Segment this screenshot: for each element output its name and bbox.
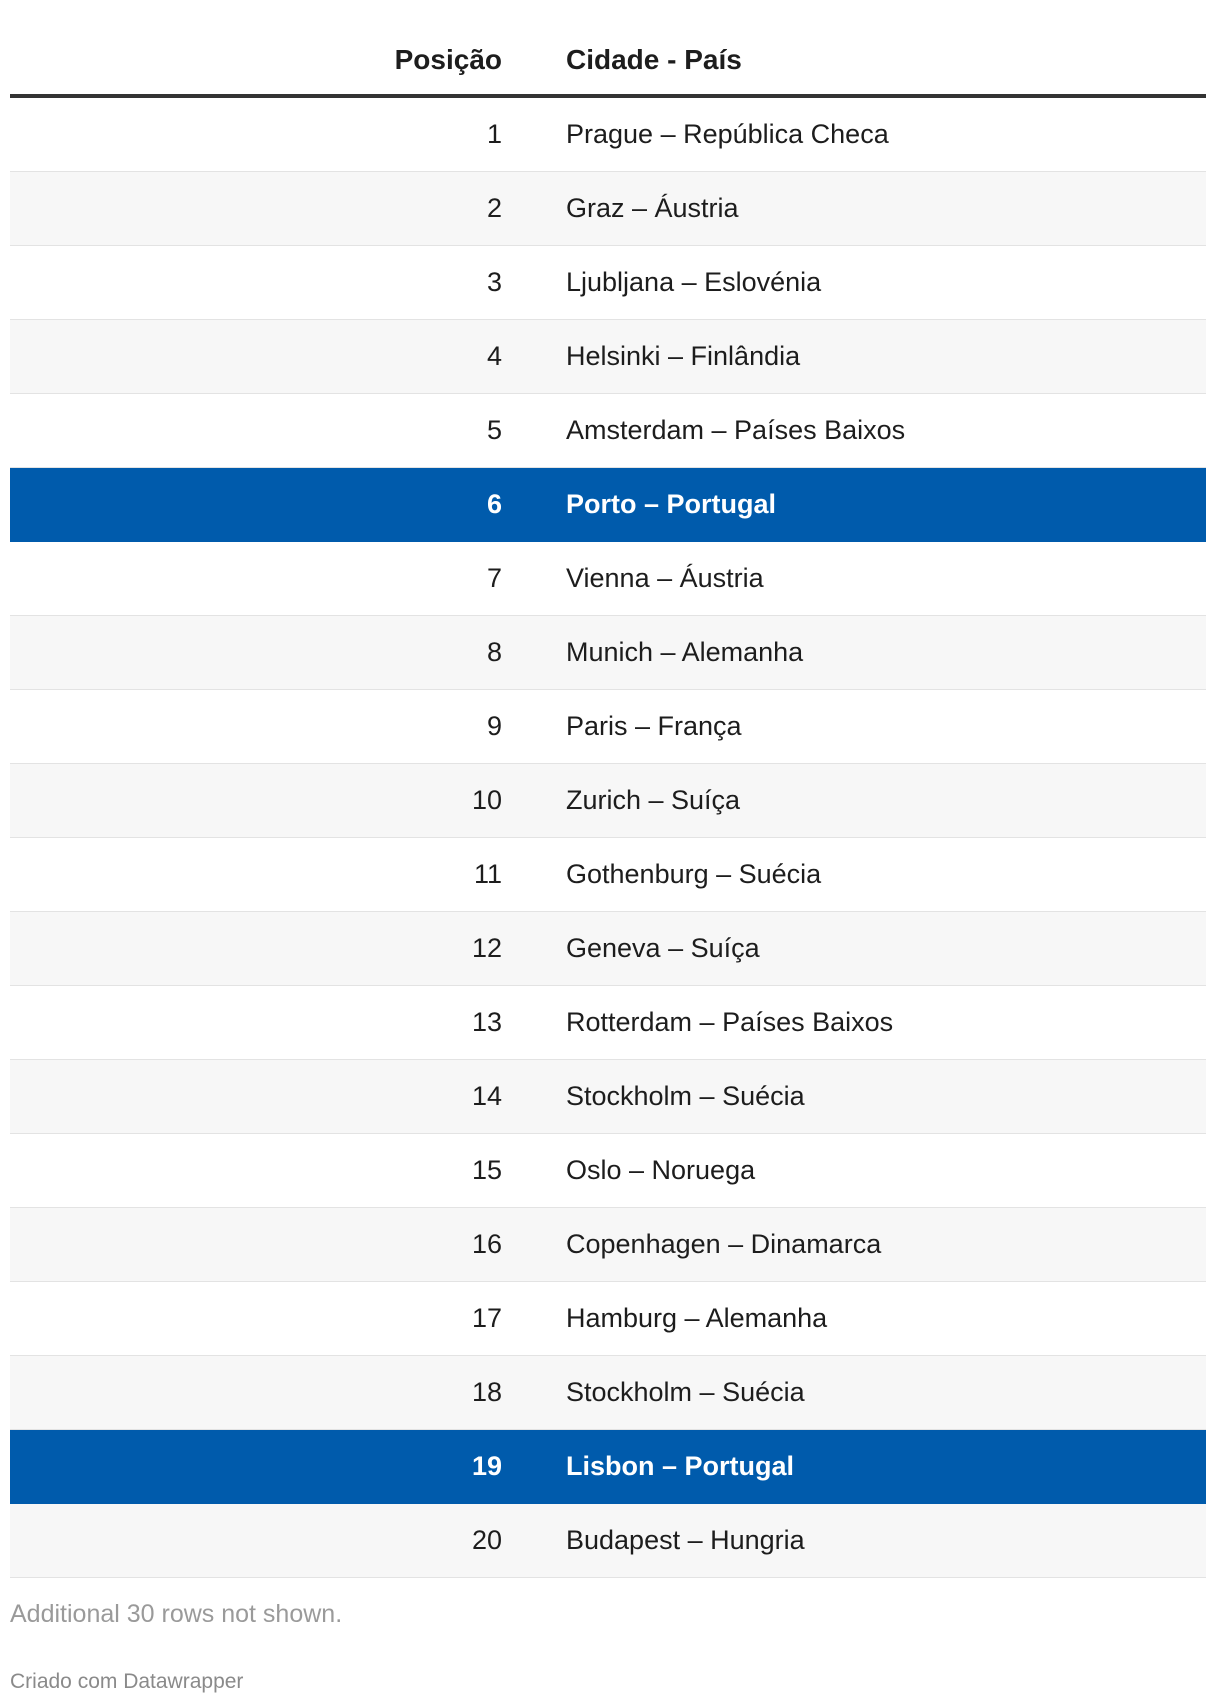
- city-country-cell: Ljubljana – Eslovénia: [566, 267, 822, 297]
- city-country-cell: Stockholm – Suécia: [566, 1377, 805, 1407]
- position-cell: 10: [471, 785, 502, 815]
- table-body: 1 Prague – República Checa 2 Graz – Áustria…: [10, 98, 1206, 1578]
- position-cell: 15: [471, 1155, 502, 1185]
- position-cell: 11: [473, 859, 502, 889]
- city-country-cell: Munich – Alemanha: [566, 637, 804, 667]
- position-cell: 16: [471, 1229, 502, 1259]
- city-country-cell: Porto – Portugal: [566, 489, 777, 519]
- position-cell: 13: [471, 1007, 502, 1037]
- city-country-cell: Stockholm – Suécia: [566, 1081, 805, 1111]
- city-country-cell: Zurich – Suíça: [566, 785, 741, 815]
- position-cell: 17: [471, 1303, 502, 1333]
- table-row: 12 Geneva – Suíça: [10, 912, 1206, 986]
- position-cell: 5: [486, 415, 502, 445]
- table-row: 5 Amsterdam – Países Baixos: [10, 394, 1206, 468]
- city-country-cell: Helsinki – Finlândia: [566, 341, 801, 371]
- position-cell: 18: [471, 1377, 502, 1407]
- table-row: 11 Gothenburg – Suécia: [10, 838, 1206, 912]
- position-cell: 6: [486, 489, 502, 519]
- table-header: Posição Cidade - País: [10, 0, 1206, 98]
- table-row: 18 Stockholm – Suécia: [10, 1356, 1206, 1430]
- table-row: 1 Prague – República Checa: [10, 98, 1206, 172]
- rows-not-shown-note: Additional 30 rows not shown.: [10, 1600, 343, 1628]
- city-country-cell: Lisbon – Portugal: [566, 1451, 795, 1481]
- city-country-cell: Paris – França: [566, 711, 742, 741]
- city-country-cell: Rotterdam – Países Baixos: [566, 1007, 894, 1037]
- position-cell: 8: [486, 637, 502, 667]
- credit-link[interactable]: Criado com Datawrapper: [10, 1670, 244, 1693]
- table-row: 17 Hamburg – Alemanha: [10, 1282, 1206, 1356]
- city-country-cell: Prague – República Checa: [566, 119, 889, 149]
- ranking-table: Posição Cidade - País 1 Prague – Repúblic…: [10, 0, 1206, 1578]
- table-row: 15 Oslo – Noruega: [10, 1134, 1206, 1208]
- table-row: 16 Copenhagen – Dinamarca: [10, 1208, 1206, 1282]
- city-country-cell: Copenhagen – Dinamarca: [566, 1229, 882, 1259]
- position-cell: 2: [486, 193, 502, 223]
- position-cell: 4: [486, 341, 502, 371]
- header-city-country[interactable]: Cidade - País: [566, 44, 742, 75]
- city-country-cell: Vienna – Áustria: [566, 563, 764, 593]
- city-country-cell: Hamburg – Alemanha: [566, 1303, 828, 1333]
- city-country-cell: Budapest – Hungria: [566, 1525, 805, 1555]
- table-row: 3 Ljubljana – Eslovénia: [10, 246, 1206, 320]
- position-cell: 14: [471, 1081, 502, 1111]
- table-row: 20 Budapest – Hungria: [10, 1504, 1206, 1578]
- table-row-highlighted: 19 Lisbon – Portugal: [10, 1430, 1206, 1504]
- table-row: 13 Rotterdam – Países Baixos: [10, 986, 1206, 1060]
- table-row: 7 Vienna – Áustria: [10, 542, 1206, 616]
- table-row: 9 Paris – França: [10, 690, 1206, 764]
- city-country-cell: Graz – Áustria: [566, 193, 739, 223]
- table-row: 14 Stockholm – Suécia: [10, 1060, 1206, 1134]
- position-cell: 7: [486, 563, 502, 593]
- city-country-cell: Amsterdam – Países Baixos: [566, 415, 906, 445]
- position-cell: 9: [486, 711, 502, 741]
- position-cell: 12: [471, 933, 502, 963]
- position-cell: 3: [486, 267, 502, 297]
- position-cell: 19: [471, 1451, 502, 1481]
- header-position[interactable]: Posição: [394, 44, 502, 75]
- table-row: 10 Zurich – Suíça: [10, 764, 1206, 838]
- table-row-highlighted: 6 Porto – Portugal: [10, 468, 1206, 542]
- city-country-cell: Gothenburg – Suécia: [566, 859, 822, 889]
- city-country-cell: Oslo – Noruega: [566, 1155, 756, 1185]
- table-row: 8 Munich – Alemanha: [10, 616, 1206, 690]
- city-country-cell: Geneva – Suíça: [566, 933, 760, 963]
- position-cell: 1: [486, 119, 502, 149]
- table-row: 2 Graz – Áustria: [10, 172, 1206, 246]
- position-cell: 20: [471, 1525, 502, 1555]
- table-row: 4 Helsinki – Finlândia: [10, 320, 1206, 394]
